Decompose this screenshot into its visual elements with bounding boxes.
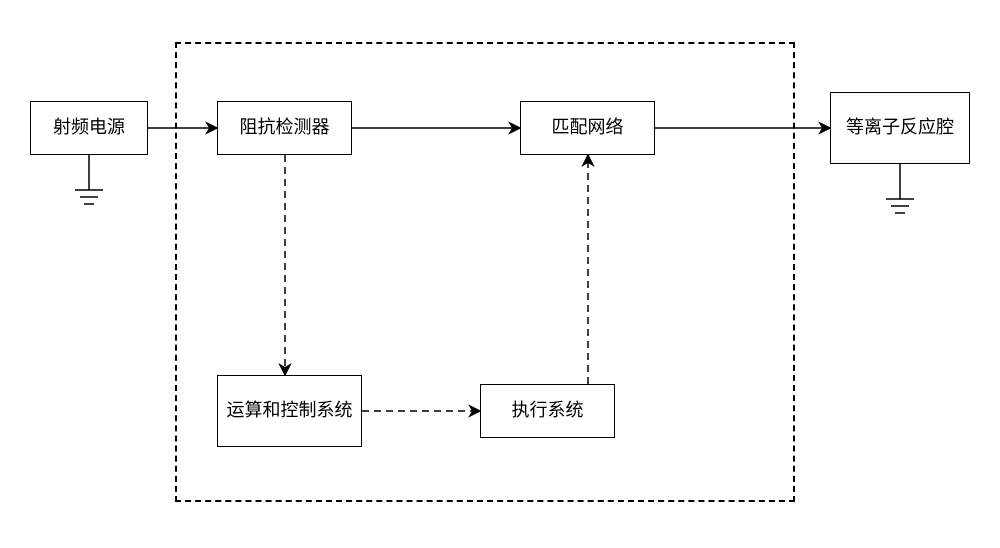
- node-label-rf_power: 射频电源: [53, 116, 125, 139]
- node-plasma: 等离子反应腔: [830, 92, 970, 164]
- ground-symbol-rf_power: [75, 155, 103, 204]
- node-compute: 运算和控制系统: [217, 375, 362, 447]
- node-exec: 执行系统: [480, 384, 615, 438]
- node-label-exec: 执行系统: [512, 399, 584, 422]
- node-rf_power: 射频电源: [30, 101, 148, 155]
- node-label-compute: 运算和控制系统: [227, 399, 353, 422]
- node-label-matching: 匹配网络: [552, 116, 624, 139]
- ground-symbol-plasma: [886, 164, 914, 213]
- node-label-plasma: 等离子反应腔: [846, 116, 954, 139]
- node-impedance: 阻抗检测器: [217, 101, 352, 155]
- node-label-impedance: 阻抗检测器: [240, 116, 330, 139]
- node-matching: 匹配网络: [520, 101, 655, 155]
